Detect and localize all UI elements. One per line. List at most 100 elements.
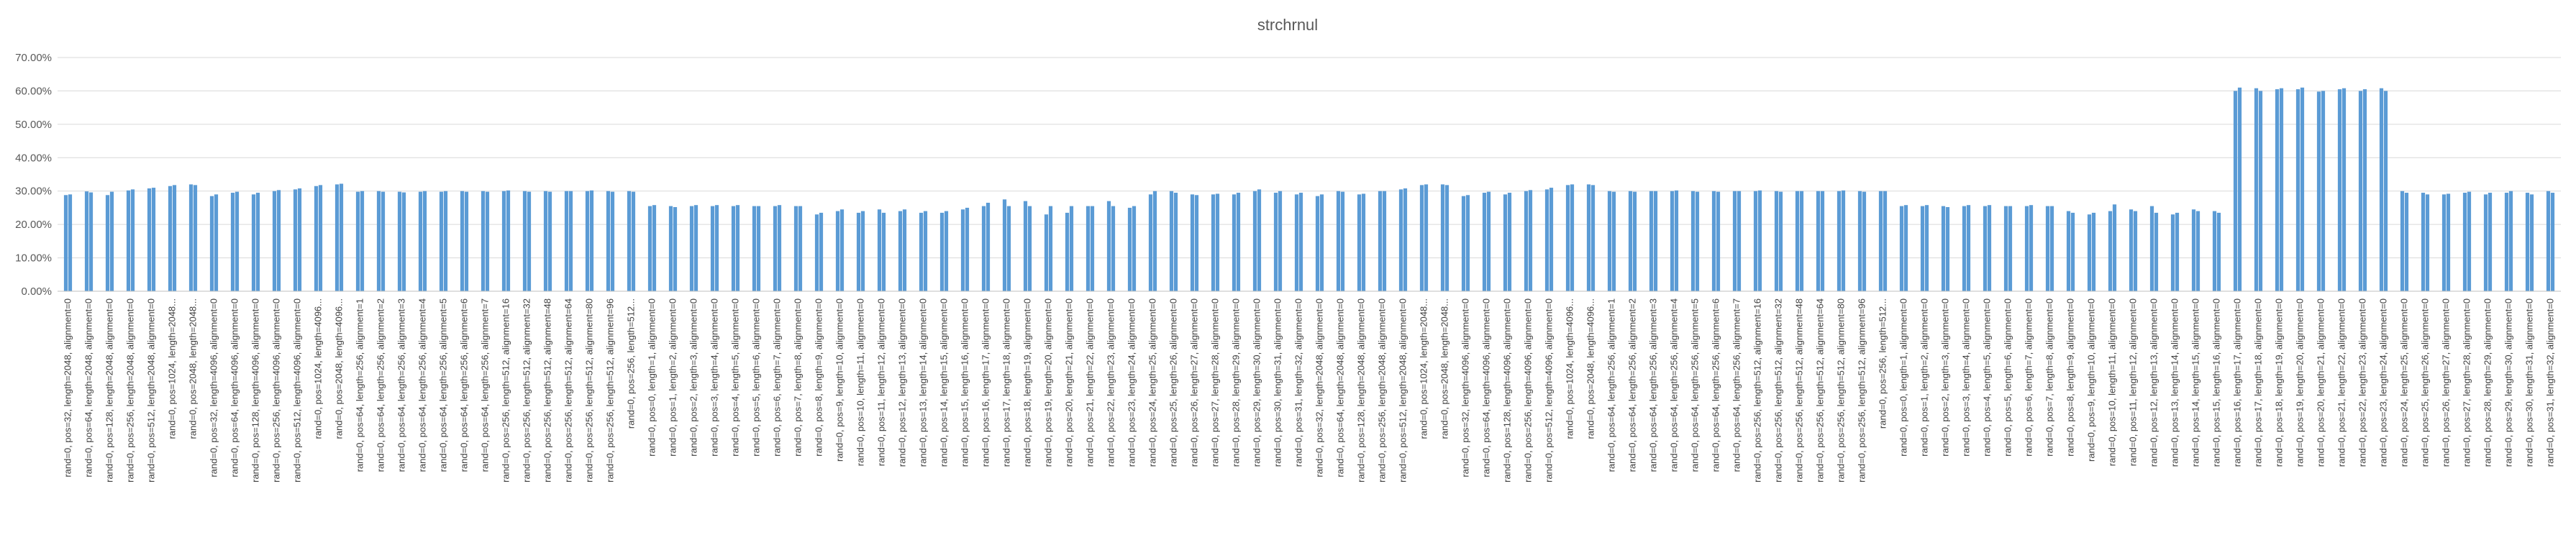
bar <box>798 206 803 291</box>
x-tick-label: rand=0, pos=256, length=512, alignment=3… <box>1773 298 1784 482</box>
bar <box>1653 191 1658 291</box>
bar <box>585 191 590 291</box>
x-tick-label: rand=0, pos=9, length=10, alignment=0 <box>2086 298 2097 462</box>
bar <box>756 206 761 291</box>
bar <box>172 185 177 291</box>
bar <box>2279 88 2284 292</box>
x-tick-label: rand=0, pos=10, length=11, alignment=0 <box>855 298 866 466</box>
bar <box>2154 212 2159 291</box>
x-tick-label: rand=0, pos=3, length=4, alignment=0 <box>1961 298 1972 457</box>
x-tick-label: rand=0, pos=64, length=256, alignment=4 <box>417 298 428 472</box>
x-tick-label: rand=0, pos=2, length=3, alignment=0 <box>688 298 699 457</box>
bar <box>1236 193 1241 291</box>
x-tick-label: rand=0, pos=17, length=18, alignment=0 <box>2253 298 2264 467</box>
bar <box>1378 191 1383 291</box>
bar <box>1086 206 1091 291</box>
bar <box>1945 207 1950 291</box>
bar <box>986 202 991 291</box>
bar <box>2404 193 2409 291</box>
bar <box>960 209 965 291</box>
bar <box>1737 191 1742 291</box>
bar <box>1632 191 1637 291</box>
x-tick-label: rand=0, pos=16, length=17, alignment=0 <box>980 298 991 467</box>
bar <box>68 194 73 291</box>
x-tick-label: rand=0, pos=20, length=21, alignment=0 <box>2316 298 2326 467</box>
bar <box>355 191 360 291</box>
x-tick-label: rand=0, pos=15, length=16, alignment=0 <box>2211 298 2222 467</box>
bar <box>965 207 970 291</box>
bar <box>819 212 824 291</box>
gridlines <box>58 57 2561 259</box>
bar <box>439 191 444 291</box>
bar <box>1899 206 1904 291</box>
bar <box>381 191 386 291</box>
bar <box>2337 89 2342 292</box>
bar <box>1194 195 1199 291</box>
bar <box>2029 205 2034 291</box>
x-tick-label: rand=0, pos=26, length=27, alignment=0 <box>2441 298 2452 467</box>
bar <box>1774 191 1779 291</box>
bar <box>214 194 219 291</box>
x-tick-label: rand=0, pos=64, length=256, alignment=7 <box>1731 298 1742 472</box>
bar <box>1674 190 1679 291</box>
x-tick-label: rand=0, pos=12, length=13, alignment=0 <box>897 298 908 467</box>
bar <box>2133 211 2138 291</box>
bar <box>1903 205 1908 291</box>
x-tick-label: rand=0, pos=64, length=256, alignment=6 <box>459 298 470 472</box>
y-tick-label: 10.00% <box>15 252 52 265</box>
x-tick-label: rand=0, pos=0, length=1, alignment=0 <box>647 298 657 457</box>
x-tick-label: rand=0, pos=64, length=4096, alignment=0 <box>229 298 240 477</box>
bar <box>2421 193 2426 291</box>
bar <box>2321 91 2326 292</box>
bar <box>731 206 736 291</box>
bar <box>2508 191 2513 291</box>
bar <box>63 195 68 291</box>
bar <box>1924 205 1929 291</box>
bar <box>251 194 256 291</box>
bar <box>2066 211 2071 291</box>
x-tick-label: rand=0, pos=11, length=12, alignment=0 <box>2128 298 2139 466</box>
x-tick-label: rand=0, pos=16, length=17, alignment=0 <box>2232 298 2243 467</box>
bar <box>339 183 344 291</box>
x-tick-label: rand=0, pos=5, length=6, alignment=0 <box>751 298 762 457</box>
x-tick-label: rand=0, pos=64, length=256, alignment=2 <box>1627 298 1638 472</box>
y-tick-label: 20.00% <box>15 219 52 231</box>
bar <box>1590 185 1596 291</box>
bar <box>793 206 798 291</box>
bar <box>773 206 778 291</box>
bar <box>1132 206 1137 291</box>
bar <box>1649 191 1654 291</box>
bar <box>1361 193 1366 291</box>
bar <box>1778 191 1783 291</box>
x-tick-label: rand=0, pos=64, length=256, alignment=1 <box>355 298 365 472</box>
bar <box>777 205 782 291</box>
x-tick-label: rand=0, pos=512, length=4096, alignment=… <box>292 298 303 482</box>
bar <box>2550 193 2555 291</box>
bar <box>481 191 486 291</box>
x-tick-label: rand=0, pos=4, length=5, alignment=0 <box>1982 298 1993 457</box>
x-tick-label: rand=0, pos=1024, length=2048... <box>1419 298 1429 439</box>
bar <box>752 206 757 291</box>
x-tick-label: rand=0, pos=28, length=29, alignment=0 <box>2482 298 2493 467</box>
bar <box>652 205 657 291</box>
y-tick-label: 70.00% <box>15 52 52 64</box>
x-tick-label: rand=0, pos=26, length=27, alignment=0 <box>1189 298 1200 467</box>
bar <box>2254 88 2259 292</box>
bar <box>168 186 173 291</box>
bar <box>464 191 469 291</box>
x-tick-label: rand=0, pos=9, length=10, alignment=0 <box>834 298 845 462</box>
x-tick-label: rand=0, pos=13, length=14, alignment=0 <box>2170 298 2180 467</box>
bar <box>1670 191 1675 291</box>
bar <box>2045 206 2050 291</box>
bar <box>209 196 214 291</box>
x-tick-label: rand=0, pos=128, length=4096, alignment=… <box>250 298 261 482</box>
bar <box>2488 193 2493 291</box>
x-tick-label: rand=0, pos=256, length=512... <box>626 298 637 429</box>
bar <box>314 186 319 291</box>
x-tick-label: rand=0, pos=22, length=23, alignment=0 <box>2357 298 2368 467</box>
x-tick-label: rand=0, pos=512, length=2048, alignment=… <box>146 298 157 482</box>
y-axis-ticks: 0.00% 10.00% 20.00% 30.00% 40.00% 50.00% 60.00… <box>15 52 52 298</box>
bar <box>1461 196 1466 291</box>
bar <box>2258 91 2263 292</box>
bar <box>2112 204 2117 291</box>
